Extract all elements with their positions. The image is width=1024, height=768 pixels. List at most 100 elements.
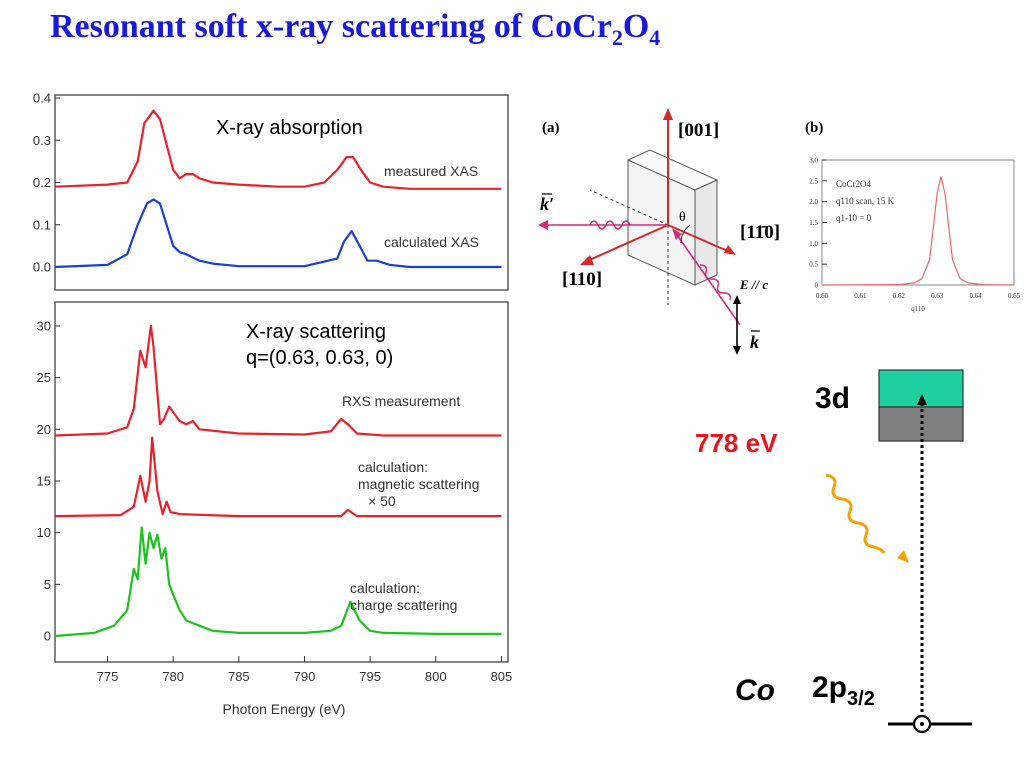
inset-legend-3: q1-10 = 0 <box>836 213 872 223</box>
inset-x-tick-label-3: 0.63 <box>931 292 944 300</box>
inset-y-tick-label-1: 2.5 <box>809 177 818 185</box>
xas-panel: 0.4 0.3 0.2 0.1 0.0 X-ray absorption measure… <box>33 91 509 291</box>
q-scan-inset: (b) 3.0 2.5 2.0 1.5 1.0 0.5 0 0.60 0.61 0.62 0.63… <box>805 120 1021 313</box>
rxs-series <box>54 324 502 638</box>
slide-title: Resonant soft x-ray scattering of CoCr2O… <box>50 8 661 50</box>
rxs-x-tick-label-3: 790 <box>294 669 316 684</box>
axis-1m10-label: [11̄0] <box>740 222 780 243</box>
inset-x-tick-label-1: 0.61 <box>854 292 867 300</box>
inset-y-tick-label-2: 2.0 <box>809 198 818 206</box>
xas-y-tick-label-4: 0.0 <box>33 260 51 275</box>
energy-level-diagram: 3d 778 eV Co 2p3/2 <box>695 369 972 734</box>
rxs-y-tick-label-3: 15 <box>37 474 51 489</box>
series-label-magnetic-3: × 50 <box>368 493 396 509</box>
inset-x-tick-label-2: 0.62 <box>893 292 906 300</box>
k-label: k <box>750 332 759 352</box>
series-label-magnetic-1: calculation: <box>358 459 428 475</box>
k-wave <box>699 264 732 301</box>
photon-energy-label: 778 eV <box>695 428 778 458</box>
inset-x-tick-label-4: 0.64 <box>969 292 982 300</box>
inset-y-tick-label-3: 1.5 <box>809 219 818 227</box>
polarization-arrowhead-up <box>733 295 741 304</box>
inset-y-tick-label-0: 3.0 <box>809 156 818 164</box>
level-2p-label: 2p3/2 <box>812 671 875 710</box>
inset-y-tick-label-5: 0.5 <box>809 261 818 269</box>
rxs-x-axis-label: Photon Energy (eV) <box>223 701 346 717</box>
series-label-charge-2: charge scattering <box>350 597 457 613</box>
rxs-y-tick-label-5: 5 <box>44 577 51 592</box>
inset-line-0 <box>821 176 1015 286</box>
rxs-line-1 <box>54 436 502 518</box>
axis-110-label: [110] <box>562 269 602 290</box>
inset-series <box>821 176 1015 286</box>
polarization-label: E // c <box>739 277 768 292</box>
rxs-y-tick-label-2: 20 <box>37 422 51 437</box>
series-label-measured-xas: measured XAS <box>384 163 478 179</box>
xas-frame <box>54 94 509 291</box>
rxs-y-tick-label-1: 25 <box>37 370 51 385</box>
axis-001-label: [001] <box>678 120 719 141</box>
xas-series <box>54 109 502 269</box>
axis-1m10-arrow <box>667 224 731 253</box>
rxs-q-label: q=(0.63, 0.63, 0) <box>246 347 393 369</box>
k-prime-label: k′ <box>540 194 554 214</box>
rxs-x-tick-label-5: 800 <box>425 669 447 684</box>
rxs-y-tick-label-6: 0 <box>44 629 51 644</box>
xas-y-tick-label-3: 0.1 <box>33 217 51 232</box>
inset-x-label: q110 <box>911 305 925 313</box>
rxs-y-axis: 30 25 20 15 10 5 0 <box>37 319 60 644</box>
inset-legend-1: CoCr2O4 <box>836 179 872 189</box>
rxs-y-tick-label-4: 10 <box>37 525 51 540</box>
rxs-line-2 <box>54 526 502 638</box>
scattering-geometry-diagram: (a) [001] [110] [11̄0] k′ θ E // c k <box>538 108 780 355</box>
inset-x-tick-label-5: 0.65 <box>1008 292 1021 300</box>
series-label-magnetic-2: magnetic scattering <box>358 476 479 492</box>
inset-x-axis: 0.60 0.61 0.62 0.63 0.64 0.65 <box>816 292 1021 300</box>
panel-b-label: (b) <box>805 120 823 136</box>
axis-001-arrowhead <box>663 108 673 120</box>
polarization-arrowhead-down <box>733 346 741 355</box>
inset-y-tick-label-6: 0 <box>815 281 819 289</box>
panel-a-label: (a) <box>542 120 560 136</box>
element-label: Co <box>735 674 775 707</box>
photon-arrowhead <box>897 550 909 563</box>
rxs-x-tick-label-1: 780 <box>162 669 184 684</box>
k-prime-wave <box>589 220 631 230</box>
photon-wave-icon <box>825 473 886 554</box>
xas-y-axis: 0.4 0.3 0.2 0.1 0.0 <box>33 91 60 275</box>
rxs-line-0 <box>54 324 502 437</box>
crystal-face-side <box>694 179 718 286</box>
rxs-panel: 30 25 20 15 10 5 0 775 780 785 790 795 800 805 X-ray… <box>37 301 513 717</box>
xas-panel-label: X-ray absorption <box>216 117 363 139</box>
axis-110-arrow <box>584 224 669 263</box>
series-label-calculated-xas: calculated XAS <box>384 234 479 250</box>
rxs-x-tick-label-0: 775 <box>97 669 119 684</box>
theta-arc <box>680 224 691 244</box>
rxs-panel-label: X-ray scattering <box>246 321 386 343</box>
xas-line-0 <box>54 109 502 190</box>
xas-y-tick-label-2: 0.2 <box>33 175 51 190</box>
rxs-x-axis: 775 780 785 790 795 800 805 <box>97 656 513 684</box>
transition-arrowhead <box>917 394 927 405</box>
series-label-charge-1: calculation: <box>350 580 420 596</box>
xas-line-1 <box>54 198 502 269</box>
series-label-rxs-measurement: RXS measurement <box>342 393 460 409</box>
core-hole-dot <box>920 722 924 726</box>
level-3d-label: 3d <box>815 382 850 415</box>
k-prime-arrowhead <box>538 220 548 230</box>
xas-y-tick-label-0: 0.4 <box>33 91 51 106</box>
inset-y-tick-label-4: 1.0 <box>809 240 818 248</box>
axis-1m10-arrowhead <box>724 245 736 255</box>
theta-label: θ <box>679 210 686 225</box>
rxs-x-tick-label-6: 805 <box>491 669 513 684</box>
k-arrowhead <box>672 228 682 240</box>
inset-y-axis: 3.0 2.5 2.0 1.5 1.0 0.5 0 <box>809 156 827 289</box>
axis-110-arrowhead <box>580 255 594 265</box>
xas-y-tick-label-1: 0.3 <box>33 133 51 148</box>
inset-legend-2: q110 scan, 15 K <box>836 196 895 206</box>
rxs-y-tick-label-0: 30 <box>37 319 51 334</box>
rxs-frame <box>54 301 509 663</box>
rxs-x-tick-label-2: 785 <box>228 669 250 684</box>
rxs-x-tick-label-4: 795 <box>359 669 381 684</box>
